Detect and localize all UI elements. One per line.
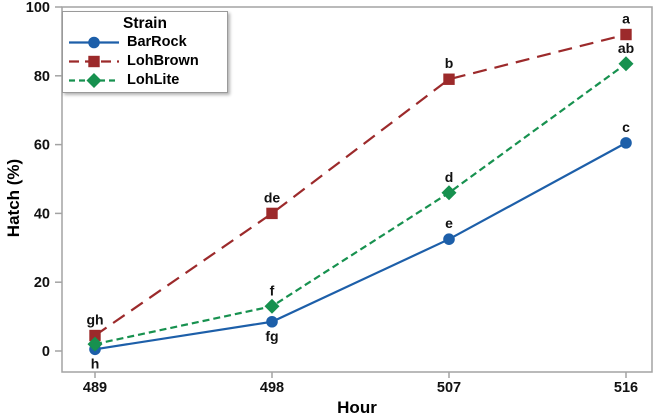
marker-diamond-LohLite [264, 298, 280, 314]
series-line-BarRock [94, 141, 627, 351]
marker-diamond-LohLite [441, 185, 457, 201]
legend: Strain BarRock LohBrown LohLite [62, 11, 228, 93]
marker-square-LohBrown [88, 55, 100, 68]
point-label-LohLite-516: ab [618, 40, 634, 56]
legend-title: Strain [123, 15, 167, 32]
legend-label: BarRock [127, 34, 187, 50]
legend-square-sample-icon [69, 55, 119, 68]
y-tick-label: 20 [34, 275, 50, 291]
plot-frame [61, 6, 653, 373]
point-label-BarRock-516: c [622, 119, 630, 135]
x-tick-label: 498 [260, 380, 284, 396]
x-tick-label: 489 [83, 380, 107, 396]
point-label-LohLite-507: d [445, 169, 454, 185]
y-axis-title: Hatch (%) [4, 158, 23, 238]
series-line-LohBrown [94, 33, 627, 337]
y-tick-label: 100 [26, 0, 50, 16]
legend-label: LohBrown [127, 53, 199, 69]
x-axis-title: Hour [337, 398, 377, 417]
marker-circle-BarRock [620, 137, 632, 149]
point-label-LohBrown-489: gh [86, 312, 103, 328]
point-label-LohLite-498: f [270, 282, 275, 298]
marker-square-LohBrown [266, 207, 278, 220]
point-label-LohBrown-498: de [264, 189, 281, 205]
y-tick-label: 80 [34, 69, 50, 85]
point-label-LohBrown-516: a [622, 11, 630, 27]
marker-circle-BarRock [443, 233, 455, 245]
marker-square-LohBrown [443, 73, 455, 85]
legend-rows: BarRock LohBrown LohLite [63, 33, 227, 90]
y-tick-label: 60 [34, 138, 50, 154]
series-line-LohLite [94, 62, 627, 346]
point-label-LohBrown-507: b [445, 55, 454, 71]
y-tick-label: 40 [34, 206, 50, 222]
x-tick-label: 507 [437, 380, 461, 396]
point-label-BarRock-507: e [445, 215, 453, 231]
legend-item-LohLite: LohLite [63, 71, 227, 90]
x-tick-label: 516 [614, 380, 638, 396]
y-tick-label: 0 [42, 344, 50, 360]
marker-circle-BarRock [266, 315, 278, 328]
legend-item-BarRock: BarRock [63, 33, 227, 52]
marker-square-LohBrown [620, 28, 632, 41]
marker-diamond-LohLite [86, 73, 102, 88]
marker-diamond-LohLite [618, 56, 634, 72]
marker-diamond-LohLite [87, 336, 103, 352]
legend-label: LohLite [127, 72, 180, 88]
legend-diamond-sample-icon [69, 73, 119, 88]
marker-circle-BarRock [88, 36, 100, 49]
point-label-BarRock-489: h [91, 355, 100, 371]
point-label-BarRock-498: fg [265, 328, 278, 344]
legend-item-LohBrown: LohBrown [63, 52, 227, 71]
legend-circle-sample-icon [69, 36, 119, 49]
